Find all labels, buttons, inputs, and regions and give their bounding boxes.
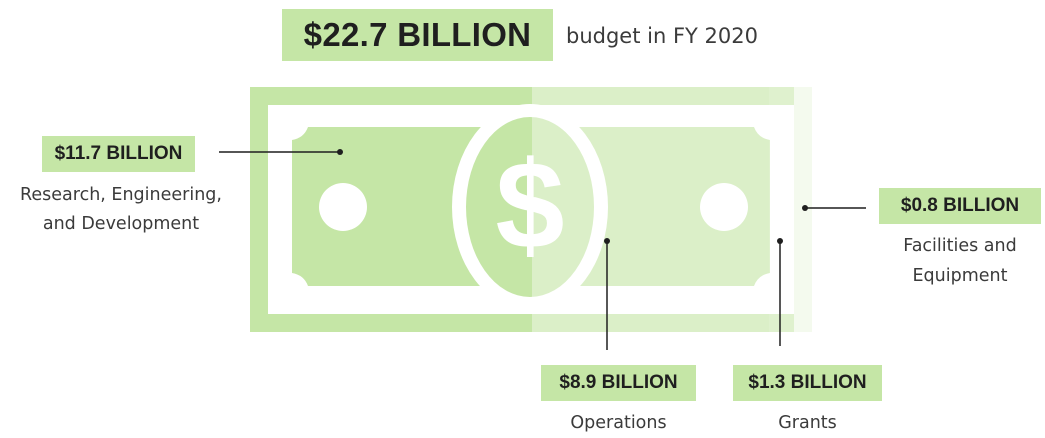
bill-right-circle (700, 183, 748, 231)
facilities-caption-line2: Equipment (912, 266, 1008, 286)
grants-amount-badge: $1.3 BILLION (733, 365, 882, 401)
bill-left-circle (319, 183, 367, 231)
research-caption-line2: and Development (42, 214, 200, 234)
dollar-sign-icon: $ (496, 137, 565, 275)
facilities-caption-line1: Facilities and (903, 236, 1017, 256)
grants-leader-dot (777, 238, 783, 244)
research-caption-line1: Research, Engineering, (20, 185, 222, 205)
page-subtitle: budget in FY 2020 (566, 24, 758, 48)
grants-caption: Grants (778, 413, 837, 433)
operations-caption: Operations (570, 413, 667, 433)
operations-amount-badge: $8.9 BILLION (541, 365, 696, 401)
research-amount-badge: $11.7 BILLION (42, 136, 195, 172)
operations-leader-dot (604, 238, 610, 244)
facilities-leader-dot (802, 205, 808, 211)
facilities-amount-badge: $0.8 BILLION (879, 188, 1041, 224)
bill-grants-segment (769, 87, 794, 332)
bill-operations-segment (532, 87, 769, 332)
research-leader-dot (337, 149, 343, 155)
total-budget-badge: $22.7 BILLION (282, 9, 553, 61)
bill-center-oval-inner (466, 117, 594, 297)
